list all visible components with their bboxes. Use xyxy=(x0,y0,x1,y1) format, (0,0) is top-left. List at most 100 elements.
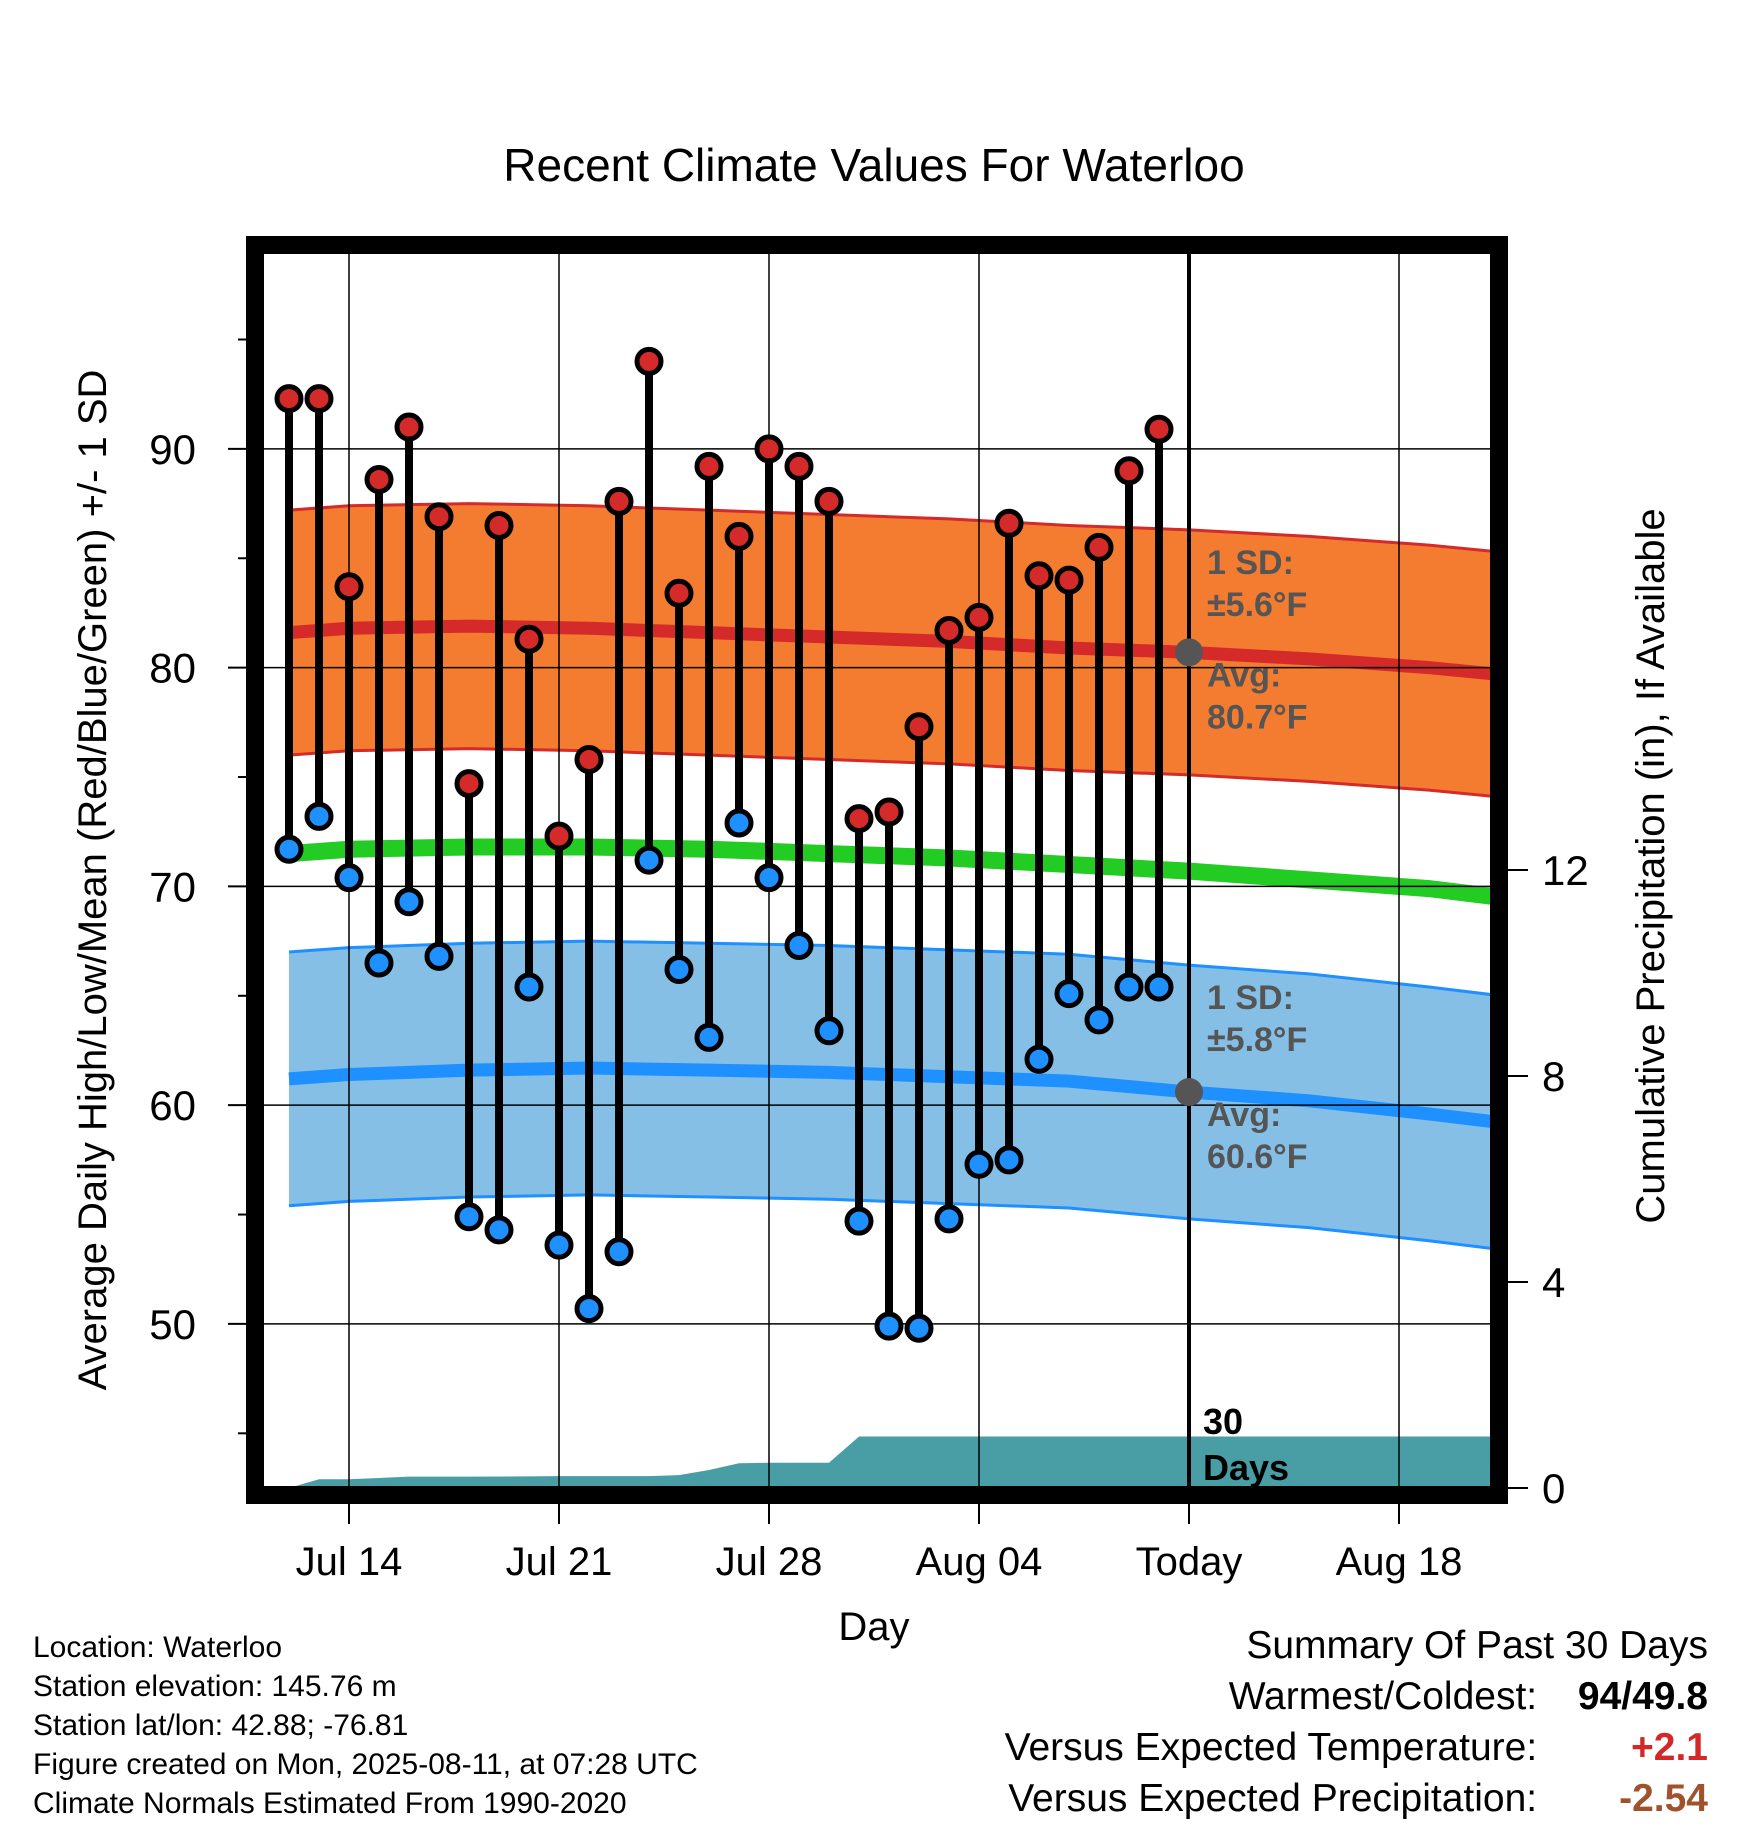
daily-high-point xyxy=(304,384,334,414)
low-avg-label: Avg: xyxy=(1207,1096,1281,1134)
daily-high-point xyxy=(784,451,814,481)
left-axis-tick-label: 70 xyxy=(149,863,196,910)
x-axis-tick-label: Aug 04 xyxy=(916,1540,1043,1584)
daily-low-point xyxy=(274,834,304,864)
daily-low-point xyxy=(364,948,394,978)
daily-high-point xyxy=(1024,561,1054,591)
daily-low-point xyxy=(454,1202,484,1232)
daily-high-point xyxy=(274,384,304,414)
daily-low-point xyxy=(754,863,784,893)
high-avg-label: Avg: xyxy=(1207,656,1281,694)
daily-low-point xyxy=(424,941,454,971)
latlon-text: Station lat/lon: 42.88; -76.81 xyxy=(33,1709,409,1742)
daily-high-point xyxy=(1114,456,1144,486)
precip-area xyxy=(289,1436,1492,1488)
high-sd-band xyxy=(289,503,1492,797)
daily-low-point xyxy=(814,1016,844,1046)
daily-high-point xyxy=(1054,565,1084,595)
low-sd-value: ±5.8°F xyxy=(1207,1021,1307,1059)
low-sd-label: 1 SD: xyxy=(1207,979,1294,1017)
high-sd-upper-edge xyxy=(288,502,1492,553)
precip-label: Versus Expected Precipitation: xyxy=(1008,1777,1538,1820)
daily-high-point xyxy=(634,346,664,376)
daily-low-point xyxy=(664,955,694,985)
high-sd-lower-edge xyxy=(288,747,1492,798)
daily-low-point xyxy=(334,863,364,893)
daily-high-point xyxy=(1144,414,1174,444)
left-axis-title: Average Daily High/Low/Mean (Red/Blue/Gr… xyxy=(71,370,115,1391)
daily-low-point xyxy=(934,1204,964,1234)
daily-low-point xyxy=(724,808,754,838)
x-axis-title: Day xyxy=(838,1605,909,1649)
daily-low-point xyxy=(694,1022,724,1052)
daily-low-point xyxy=(1054,979,1084,1009)
daily-high-point xyxy=(754,434,784,464)
daily-low-point xyxy=(844,1206,874,1236)
created-text: Figure created on Mon, 2025-08-11, at 07… xyxy=(33,1748,698,1781)
chart-title: Recent Climate Values For Waterloo xyxy=(503,139,1245,191)
daily-low-point xyxy=(784,930,814,960)
daily-high-point xyxy=(964,602,994,632)
x-axis-tick-label: Today xyxy=(1136,1540,1243,1584)
x-axis-tick-label: Jul 28 xyxy=(716,1540,823,1584)
daily-low-point xyxy=(874,1311,904,1341)
period-number: 30 xyxy=(1203,1401,1243,1442)
daily-low-point xyxy=(574,1294,604,1324)
daily-high-point xyxy=(514,624,544,654)
daily-high-point xyxy=(424,502,454,532)
normal-mean-line xyxy=(288,838,1492,905)
low-avg-value: 60.6°F xyxy=(1207,1138,1308,1176)
daily-low-point xyxy=(634,845,664,875)
daily-low-point xyxy=(994,1145,1024,1175)
x-axis-tick-label: Jul 21 xyxy=(506,1540,613,1584)
daily-low-point xyxy=(304,801,334,831)
warm-cold-value: 94/49.8 xyxy=(1577,1675,1708,1718)
warm-cold-label: Warmest/Coldest: xyxy=(1228,1675,1538,1718)
daily-high-point xyxy=(334,572,364,602)
daily-low-point xyxy=(604,1237,634,1267)
right-axis-tick-label: 8 xyxy=(1542,1053,1565,1100)
x-axis-tick-label: Jul 14 xyxy=(296,1540,403,1584)
x-axis-tick-label: Aug 18 xyxy=(1336,1540,1463,1584)
right-axis-title: Cumulative Precipitation (in), If Availa… xyxy=(1629,508,1673,1223)
daily-high-point xyxy=(934,615,964,645)
daily-low-point xyxy=(544,1230,574,1260)
daily-high-point xyxy=(994,508,1024,538)
location-text: Location: Waterloo xyxy=(33,1631,283,1664)
plot-area: 1 SD: ±5.6°F Avg: 80.7°F 1 SD: ±5.8°F Avg: 60.6… xyxy=(262,252,1492,1488)
normals-text: Climate Normals Estimated From 1990-2020 xyxy=(33,1787,627,1820)
daily-low-point xyxy=(394,887,424,917)
high-sd-value: ±5.6°F xyxy=(1207,586,1307,624)
daily-high-point xyxy=(454,769,484,799)
left-axis-tick-label: 50 xyxy=(149,1301,196,1348)
daily-low-point xyxy=(1024,1044,1054,1074)
period-unit: Days xyxy=(1203,1447,1289,1488)
normal-high-line xyxy=(288,619,1492,681)
daily-low-point xyxy=(514,972,544,1002)
right-axis-tick-label: 12 xyxy=(1542,847,1589,894)
daily-low-point xyxy=(1144,972,1174,1002)
left-axis-tick-label: 90 xyxy=(149,426,196,473)
daily-high-point xyxy=(604,486,634,516)
daily-high-point xyxy=(664,578,694,608)
summary-panel: Summary Of Past 30 Days Warmest/Coldest:… xyxy=(1005,1620,1708,1824)
summary-precipitation: Versus Expected Precipitation: -2.54 xyxy=(1005,1773,1708,1824)
right-axis-tick-label: 0 xyxy=(1542,1465,1565,1512)
today-avg-low-marker xyxy=(1175,1078,1203,1107)
high-avg-value: 80.7°F xyxy=(1207,698,1308,736)
daily-high-point xyxy=(394,412,424,442)
left-axis-tick-label: 80 xyxy=(149,645,196,692)
daily-high-point xyxy=(484,510,514,540)
daily-high-point xyxy=(544,821,574,851)
daily-high-point xyxy=(904,712,934,742)
plot-frame xyxy=(246,236,1508,1504)
summary-heading: Summary Of Past 30 Days xyxy=(1246,1624,1708,1667)
temp-value: +2.1 xyxy=(1631,1726,1708,1769)
daily-high-point xyxy=(724,521,754,551)
daily-high-point xyxy=(364,465,394,495)
daily-low-point xyxy=(1114,972,1144,1002)
daily-high-point xyxy=(844,804,874,834)
daily-high-point xyxy=(694,451,724,481)
daily-low-point xyxy=(484,1215,514,1245)
